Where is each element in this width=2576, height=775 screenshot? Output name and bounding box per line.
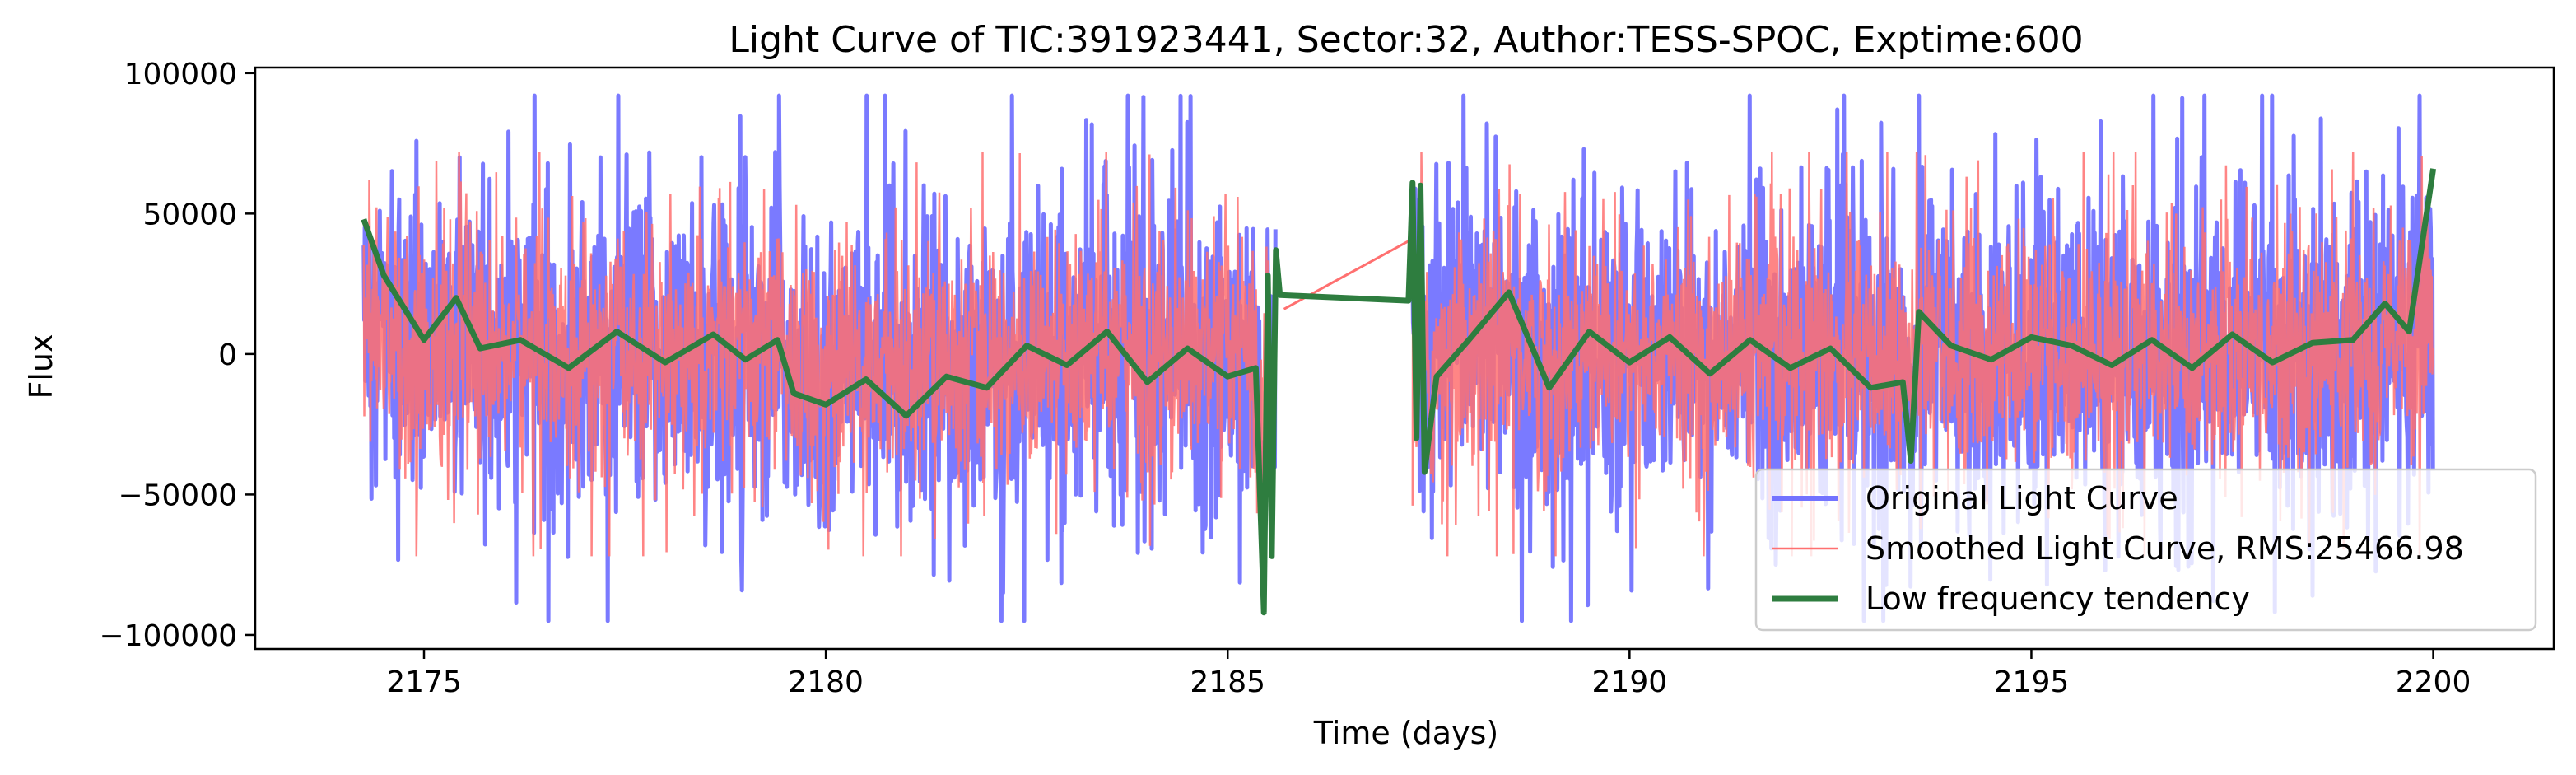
plot-inner: [361, 93, 2437, 623]
y-tick-label: 0: [218, 338, 237, 372]
chart-title: Light Curve of TIC:391923441, Sector:32,…: [729, 19, 2083, 61]
axes-frame: [254, 66, 2555, 651]
legend: Original Light Curve Smoothed Light Curve…: [1754, 468, 2537, 632]
series-low-frequency-tendency: [361, 168, 2437, 616]
legend-label: Smoothed Light Curve, RMS:25466.98: [1866, 530, 2464, 567]
x-tick-label: 2175: [386, 665, 462, 699]
x-tick-label: 2200: [2396, 665, 2471, 699]
legend-label: Low frequency tendency: [1866, 581, 2250, 617]
legend-box: [1754, 468, 2537, 632]
x-axis-label: Time (days): [1313, 715, 1498, 751]
x-tick-label: 2195: [1994, 665, 2070, 699]
x-tick-label: 2180: [788, 665, 864, 699]
legend-label: Original Light Curve: [1866, 480, 2178, 516]
x-tick-label: 2190: [1592, 665, 1668, 699]
x-tick-label: 2185: [1190, 665, 1265, 699]
plot-area: [361, 93, 2437, 623]
axes: 2175 2180 2185 2190 2195 2200 −100000 −50000 0 50…: [99, 58, 2555, 699]
y-tick-label: 100000: [124, 58, 237, 91]
y-axis-label: Flux: [23, 334, 59, 399]
y-tick-label: 50000: [142, 198, 237, 231]
y-tick-label: −100000: [99, 619, 237, 653]
y-tick-label: −50000: [118, 479, 237, 512]
